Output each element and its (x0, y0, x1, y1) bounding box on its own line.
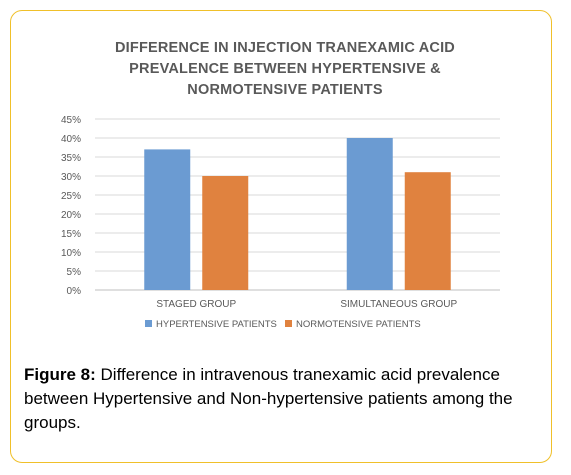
chart-title-line-1: DIFFERENCE IN INJECTION TRANEXAMIC ACID (115, 40, 455, 56)
bar (346, 138, 393, 290)
figure-frame (10, 10, 552, 463)
chart-title-line-3: NORMOTENSIVE PATIENTS (187, 82, 383, 98)
y-tick-label: 45% (61, 115, 81, 126)
y-tick-label: 40% (61, 134, 81, 145)
bar (404, 172, 451, 290)
legend-label: NORMOTENSIVE PATIENTS (296, 319, 421, 330)
y-tick-label: 25% (61, 191, 81, 202)
y-tick-label: 5% (67, 267, 82, 278)
chart-title-line-2: PREVALENCE BETWEEN HYPERTENSIVE & (129, 61, 441, 77)
caption-label: Figure 8: (24, 365, 96, 384)
y-tick-label: 0% (67, 286, 82, 297)
y-tick-label: 35% (61, 153, 81, 164)
bar (144, 149, 191, 290)
bar (202, 176, 249, 290)
y-tick-label: 30% (61, 172, 81, 183)
y-tick-label: 10% (61, 248, 81, 259)
legend-label: HYPERTENSIVE PATIENTS (156, 319, 277, 330)
legend-swatch (145, 320, 152, 327)
caption-text: Difference in intravenous tranexamic aci… (24, 365, 513, 432)
x-tick-label: SIMULTANEOUS GROUP (340, 299, 457, 310)
y-tick-label: 15% (61, 229, 81, 240)
y-tick-label: 20% (61, 210, 81, 221)
chart-title: DIFFERENCE IN INJECTION TRANEXAMIC ACID … (30, 38, 540, 101)
x-tick-label: STAGED GROUP (156, 299, 236, 310)
legend-swatch (285, 320, 292, 327)
figure-caption: Figure 8: Difference in intravenous tran… (24, 363, 544, 435)
